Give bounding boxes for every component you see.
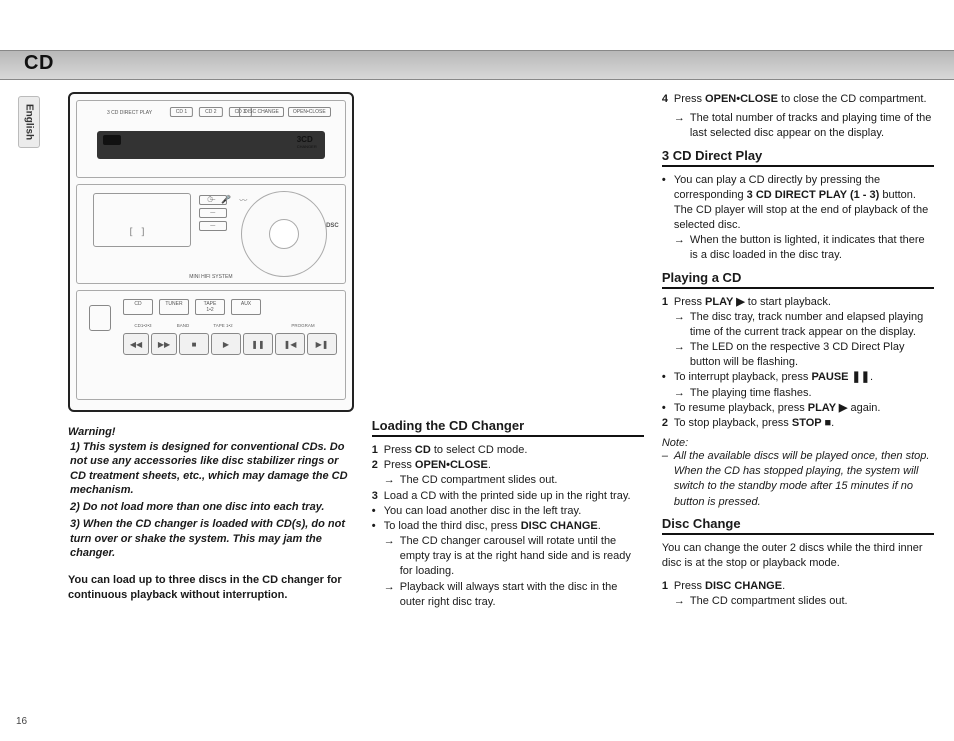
warning-title: Warning! [68,426,354,438]
src-caption: CD1•2•3 [129,323,157,328]
open-close-button-icon: OPEN•CLOSE [288,107,331,117]
column-middle: Loading the CD Changer 1Press CD to sele… [372,92,644,717]
src-caption: TAPE 1•2 [209,323,237,328]
summary-paragraph: You can load up to three discs in the CD… [68,573,354,602]
result-line: The disc tray, track number and elapsed … [662,310,934,340]
bullet-item: You can play a CD directly by pressing t… [662,173,934,234]
warning-item: 2) Do not load more than one disc into e… [70,500,354,514]
note-title: Note: [662,437,934,449]
disc-change-button-icon: DISC CHANGE [239,107,284,117]
cd2-button-icon: CD 2 [199,107,222,117]
step-item: 1Press CD to select CD mode. [372,443,644,458]
step-item: 1Press DISC CHANGE. [662,579,934,594]
warning-block: Warning! 1) This system is designed for … [68,426,354,563]
result-line: Playback will always start with the disc… [372,580,644,610]
cd-logo-badge [103,135,121,145]
result-line: The CD compartment slides out. [372,473,644,488]
bullet-item: To interrupt playback, press PAUSE ❚❚. [662,370,934,385]
result-line: The total number of tracks and playing t… [662,111,934,141]
cd-tray-strip [97,131,325,159]
mini-hifi-label: MINI HIFI SYSTEM [189,274,232,280]
src-tape-button-icon: TAPE 1•2 [195,299,225,315]
step-item: 3Load a CD with the printed side up in t… [372,489,644,504]
page-number: 16 [16,716,27,727]
device-bottom-panel: CD1•2•3 BAND TAPE 1•2 PROGRAM CD TUNER T… [76,290,346,400]
power-button-icon [89,305,111,331]
src-tuner-button-icon: TUNER [159,299,189,315]
content-columns: 3 CD DIRECT PLAY CD 1 CD 2 CD 3 DISC CHA… [68,92,934,717]
disc-change-heading: Disc Change [662,516,934,535]
step-item: 1Press PLAY ▶ to start playback. [662,295,934,310]
play-button-icon: ▶ [211,333,241,355]
result-line: The playing time flashes. [662,386,934,401]
search-rev-button-icon: ◀◀ [123,333,149,355]
bullet-item: You can load another disc in the left tr… [372,504,644,519]
result-line: The CD changer carousel will rotate unti… [372,534,644,580]
volume-dial [241,191,327,277]
src-caption [249,323,277,328]
column-left: 3 CD DIRECT PLAY CD 1 CD 2 CD 3 DISC CHA… [68,92,354,717]
dial-knob [269,219,299,249]
device-illustration: 3 CD DIRECT PLAY CD 1 CD 2 CD 3 DISC CHA… [68,92,354,412]
bullet-item: To resume playback, press PLAY ▶ again. [662,401,934,416]
device-mid-panel: [ ] ⏱ 🎤 〰 — — — DSC MINI HIFI SYSTEM [76,184,346,284]
stop-button-icon: ■ [179,333,209,355]
cd1-button-icon: CD 1 [170,107,193,117]
search-fwd-button-icon: ▶▶ [151,333,177,355]
device-top-panel: 3 CD DIRECT PLAY CD 1 CD 2 CD 3 DISC CHA… [76,100,346,178]
step-item: 4Press OPEN•CLOSE to close the CD compar… [662,92,934,107]
src-aux-button-icon: AUX [231,299,261,315]
wave-icon: 〰 [239,195,247,206]
language-tab: English [18,96,40,148]
next-button-icon: ▶❚ [307,333,337,355]
changer-badge: 3CDCHANGER [297,135,317,149]
playing-heading: Playing a CD [662,270,934,289]
page-section-label: CD [24,52,54,75]
loading-heading: Loading the CD Changer [372,418,644,437]
result-line: When the button is lighted, it indicates… [662,233,934,263]
eq-button-icon: — [199,208,227,218]
lcd-glyph: [ ] [128,227,146,238]
direct-play-heading: 3 CD Direct Play [662,148,934,167]
disc-change-intro: You can change the outer 2 discs while t… [662,541,934,571]
eq-button-icon: — [199,221,227,231]
column-right: 4Press OPEN•CLOSE to close the CD compar… [662,92,934,717]
warning-item: 1) This system is designed for conventio… [70,440,354,497]
eq-button-icon: — [199,195,227,205]
note-body: All the available discs will be played o… [662,449,934,510]
step-item: 2To stop playback, press STOP ■. [662,416,934,431]
result-line: The CD compartment slides out. [662,594,934,609]
dsc-label: DSC [326,223,339,229]
src-caption: BAND [169,323,197,328]
direct-play-caption: 3 CD DIRECT PLAY [107,110,152,116]
step-item: 2Press OPEN•CLOSE. [372,458,644,473]
src-caption: PROGRAM [289,323,317,328]
warning-item: 3) When the CD changer is loaded with CD… [70,517,354,560]
bullet-item: To load the third disc, press DISC CHANG… [372,519,644,534]
lcd-display: [ ] [93,193,191,247]
src-cd-button-icon: CD [123,299,153,315]
result-line: The LED on the respective 3 CD Direct Pl… [662,340,934,370]
pause-button-icon: ❚❚ [243,333,273,355]
prev-button-icon: ❚◀ [275,333,305,355]
header-bar [0,50,954,80]
